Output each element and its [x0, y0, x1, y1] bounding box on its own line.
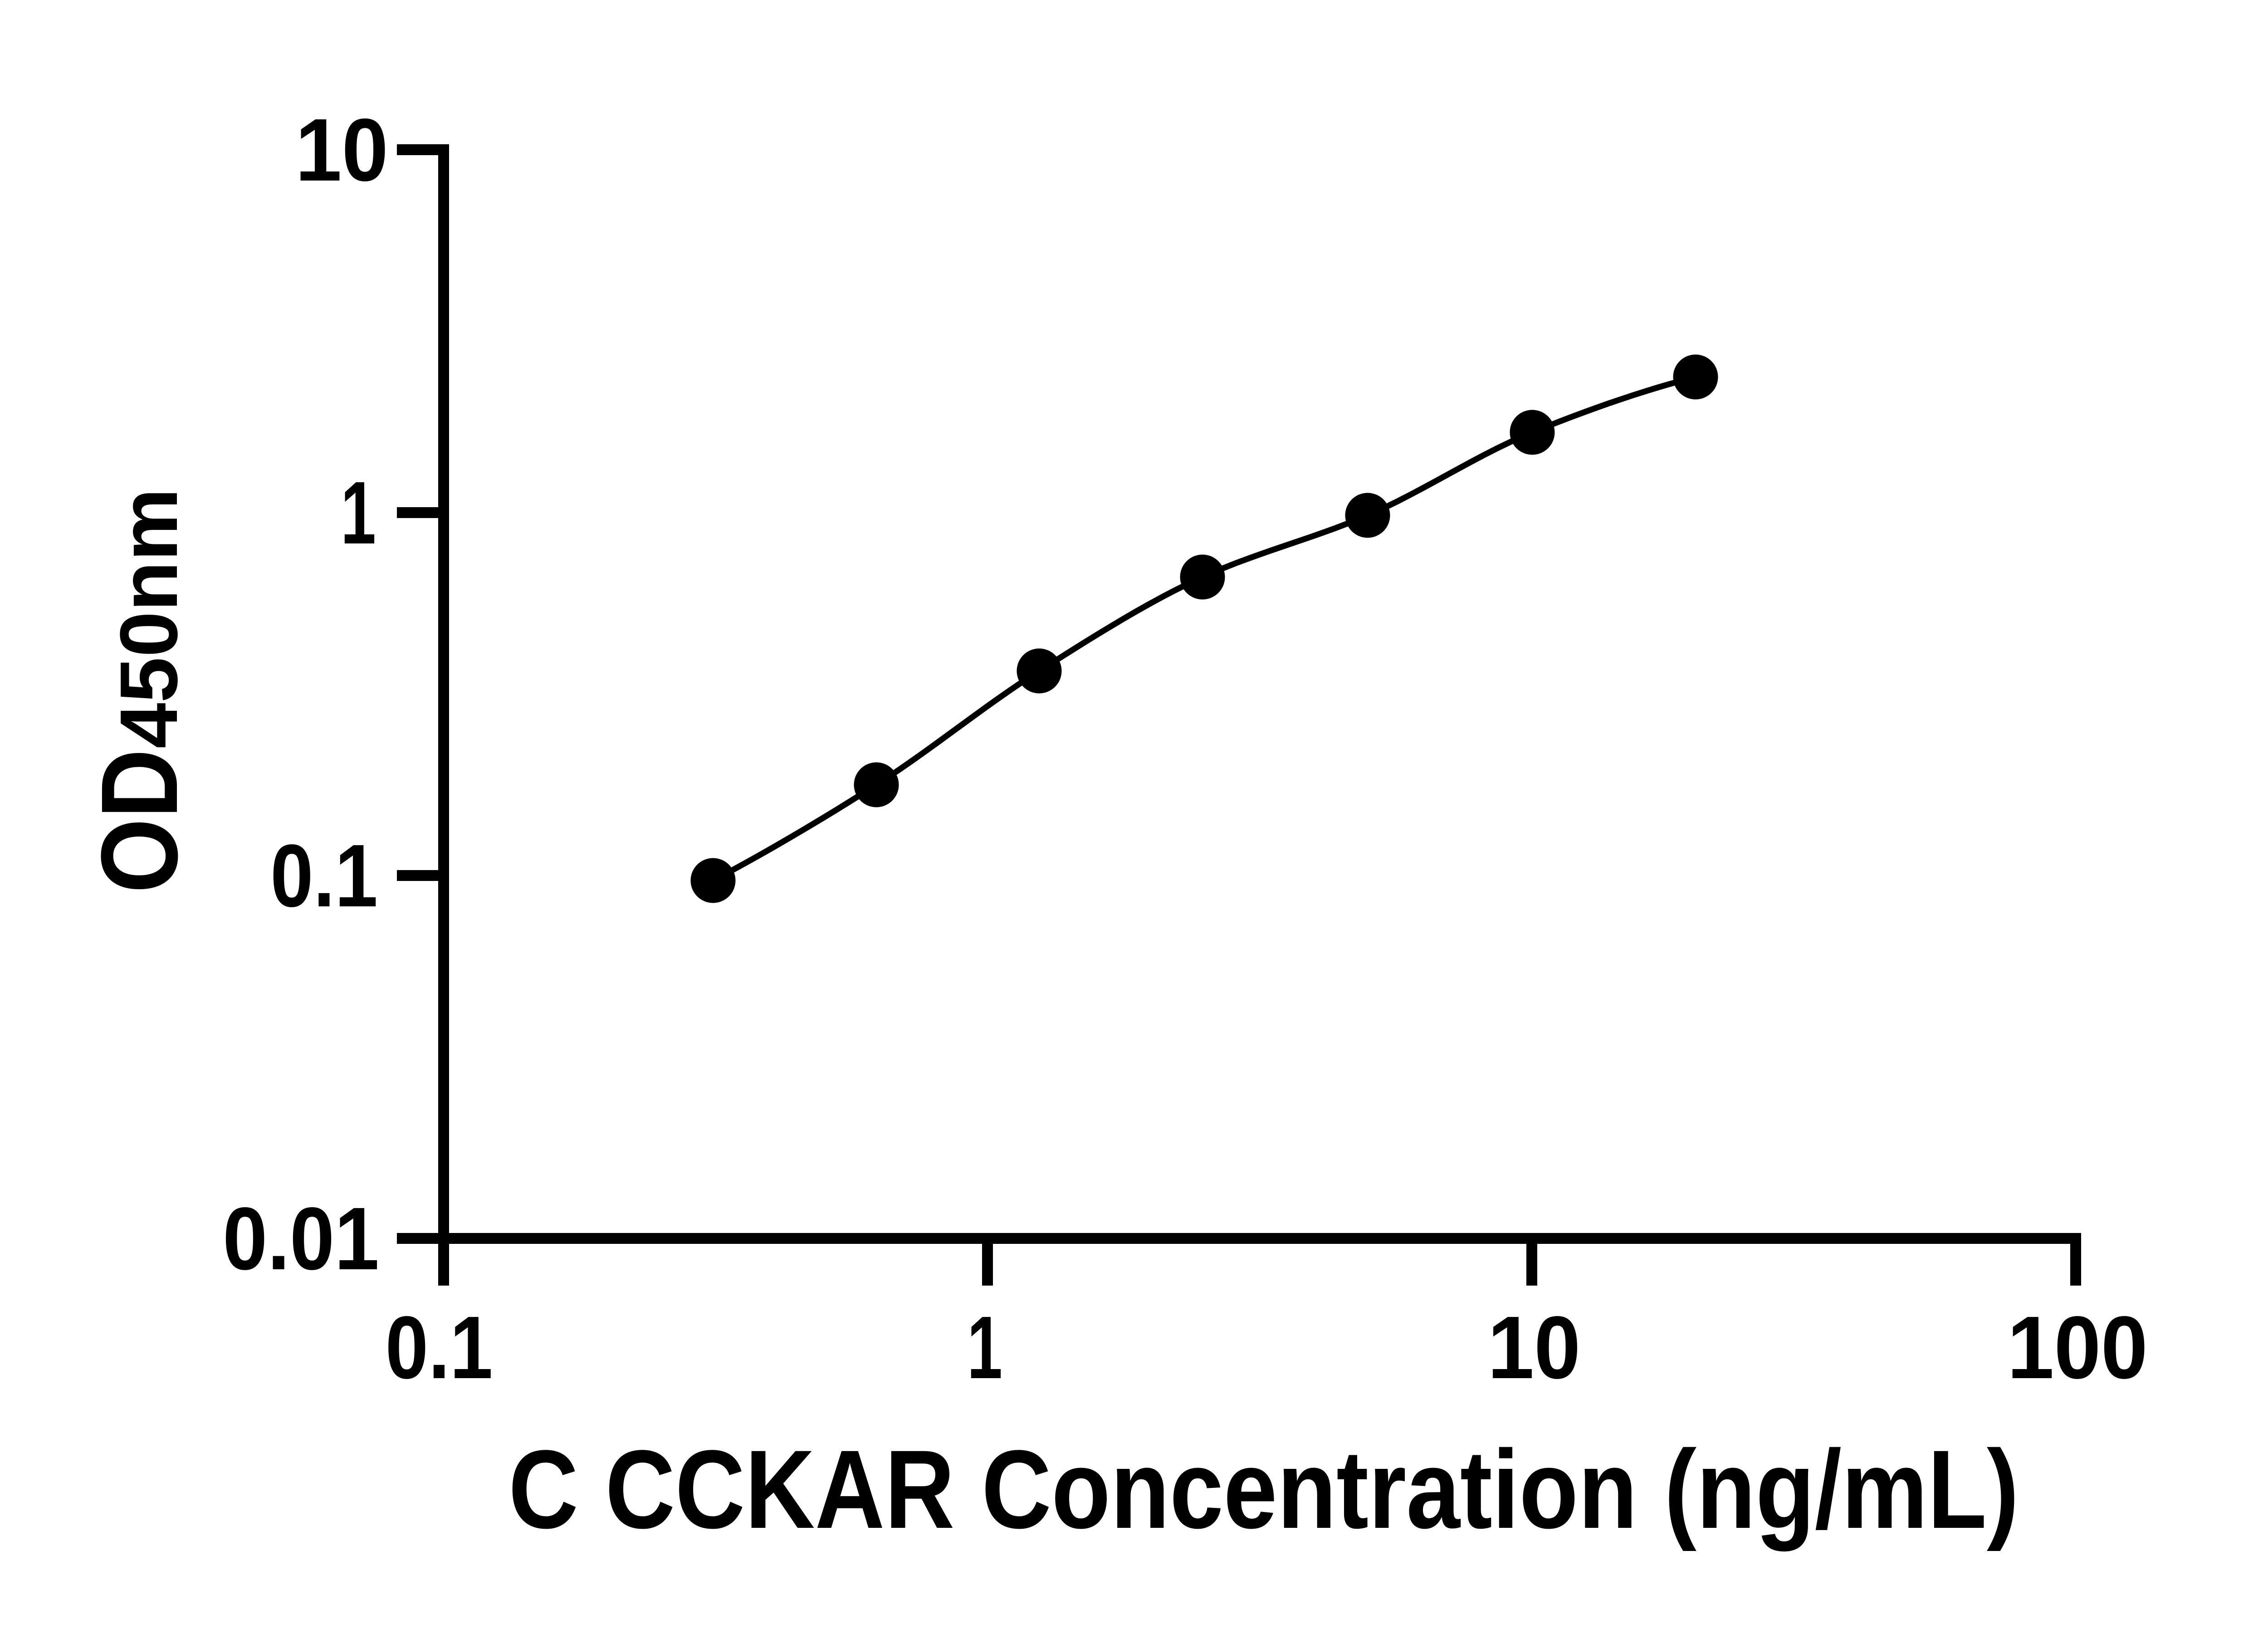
svg-text:0.01: 0.01	[223, 1189, 379, 1288]
svg-text:450nm: 450nm	[103, 488, 195, 748]
svg-text:1: 1	[341, 463, 376, 563]
svg-text:1: 1	[967, 1298, 1002, 1397]
svg-text:10: 10	[295, 100, 388, 200]
svg-text:10: 10	[1488, 1298, 1581, 1397]
svg-text:OD: OD	[78, 749, 200, 893]
svg-text:0.1: 0.1	[270, 826, 378, 925]
svg-text:C CCKAR Concentration (ng/mL): C CCKAR Concentration (ng/mL)	[508, 1427, 2019, 1552]
svg-text:0.1: 0.1	[386, 1298, 493, 1397]
svg-text:100: 100	[2007, 1298, 2148, 1397]
